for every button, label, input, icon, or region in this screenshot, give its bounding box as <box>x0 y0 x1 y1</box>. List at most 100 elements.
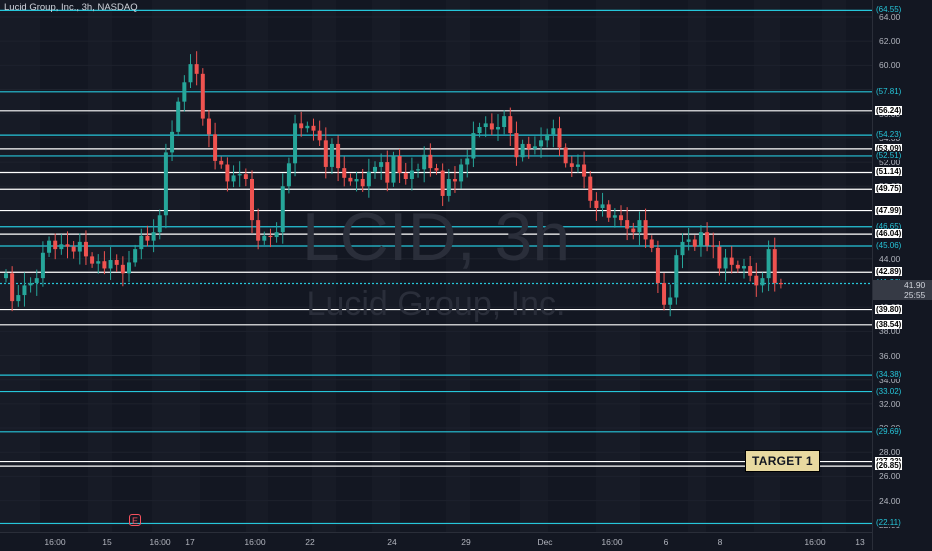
earnings-icon[interactable]: E <box>129 514 141 526</box>
candle-body-64 <box>397 156 402 173</box>
price-tick: 28.00 <box>879 447 901 458</box>
candle-body-8 <box>53 240 58 250</box>
level-label: (64.55) <box>875 5 903 15</box>
candle-body-95 <box>588 176 593 201</box>
target-label[interactable]: TARGET 1 <box>745 450 820 472</box>
candle-body-94 <box>582 164 587 177</box>
candle-body-37 <box>231 175 236 182</box>
time-tick: 15 <box>102 537 112 547</box>
candle-body-122 <box>754 275 759 286</box>
candle-body-121 <box>748 266 753 276</box>
candle-body-86 <box>532 146 537 149</box>
level-label: (56.24) <box>875 105 903 115</box>
candle-body-32 <box>200 73 205 119</box>
candle-body-26 <box>163 152 168 216</box>
candle-body-119 <box>735 264 740 269</box>
level-label: (57.81) <box>875 86 903 96</box>
candle-body-113 <box>698 232 703 247</box>
candle-body-92 <box>569 163 574 167</box>
session-shade-6 <box>446 0 470 532</box>
price-axis[interactable]: 64.0062.0060.0058.0056.0054.0052.0050.00… <box>872 0 932 550</box>
candle-body-58 <box>360 179 365 187</box>
candle-body-109 <box>674 255 679 298</box>
level-label: (26.85) <box>875 461 903 471</box>
candle-body-112 <box>692 239 697 247</box>
price-tick: 60.00 <box>879 60 901 71</box>
candle-body-66 <box>409 170 414 180</box>
time-tick: 13 <box>855 537 865 547</box>
level-label: (27.23) <box>875 456 903 466</box>
candle-body-35 <box>219 160 224 165</box>
candle-body-125 <box>772 249 777 283</box>
candle-body-29 <box>182 82 187 102</box>
candle-body-123 <box>760 278 765 286</box>
candle-body-100 <box>619 215 623 221</box>
candle-body-104 <box>643 220 648 240</box>
candle-body-102 <box>631 228 636 233</box>
time-tick: 16:00 <box>601 537 623 547</box>
candle-body-39 <box>243 174 248 180</box>
candle-body-93 <box>575 164 580 167</box>
session-shade-8 <box>596 0 640 532</box>
candle-body-71 <box>440 170 445 196</box>
candle-body-5 <box>34 278 39 283</box>
candle-body-7 <box>47 240 52 253</box>
candle-body-20 <box>127 262 131 274</box>
candle-body-15 <box>96 261 101 264</box>
time-tick: 6 <box>663 537 669 547</box>
candle-body-24 <box>151 232 156 241</box>
candle-body-73 <box>452 179 457 182</box>
bar-countdown: 25:55 <box>904 290 926 300</box>
candle-body-23 <box>145 235 150 241</box>
candlestick-chart[interactable] <box>0 0 872 532</box>
level-label: (52.51) <box>875 150 903 160</box>
price-tick: 26.00 <box>879 471 901 482</box>
candle-body-81 <box>502 116 507 128</box>
candle-body-116 <box>717 246 722 269</box>
candle-body-47 <box>293 123 298 164</box>
session-shade-4 <box>312 0 336 532</box>
candle-body-3 <box>22 285 27 296</box>
candle-body-10 <box>65 244 70 247</box>
candle-body-89 <box>551 128 556 135</box>
candle-body-43 <box>268 235 273 238</box>
candle-body-28 <box>176 101 181 132</box>
level-label: (46.65) <box>875 221 903 231</box>
price-tick: 34.00 <box>879 374 901 385</box>
level-label: (39.80) <box>875 304 903 314</box>
level-label: (51.14) <box>875 167 903 177</box>
candle-body-59 <box>366 171 371 187</box>
candle-body-117 <box>723 257 728 269</box>
candle-body-51 <box>317 130 322 141</box>
candle-body-2 <box>16 295 21 302</box>
symbol-title[interactable]: Lucid Group, Inc., 3h, NASDAQ <box>4 2 138 13</box>
time-tick: Dec <box>537 537 553 547</box>
time-axis[interactable]: 16:00 15 16:00 17 16:00 22 24 29 Dec 16:00 6 8 16:00… <box>0 532 872 551</box>
level-label: (53.09) <box>875 143 903 153</box>
price-tick: 52.00 <box>879 157 901 168</box>
session-shade-3 <box>246 0 268 532</box>
candle-body-63 <box>391 156 396 183</box>
session-shade-5 <box>372 0 400 532</box>
candle-body-115 <box>711 245 716 247</box>
candle-body-87 <box>539 140 544 147</box>
candle-body-0 <box>4 273 8 279</box>
session-shade-11 <box>822 0 846 532</box>
level-label: (49.75) <box>875 184 903 194</box>
price-tick: 36.00 <box>879 350 901 361</box>
candle-body-38 <box>237 174 242 176</box>
candle-body-14 <box>90 256 95 264</box>
candle-body-60 <box>373 166 377 172</box>
candle-body-31 <box>194 64 199 74</box>
candle-body-4 <box>28 282 33 286</box>
candle-body-21 <box>133 249 138 263</box>
candle-body-49 <box>305 125 310 129</box>
candle-body-90 <box>557 128 562 148</box>
time-tick: 16:00 <box>44 537 66 547</box>
chart-area[interactable]: LCID, 3h Lucid Group, Inc. Lucid Group, … <box>0 0 872 532</box>
candle-body-36 <box>225 164 230 182</box>
candle-body-34 <box>213 134 218 161</box>
candle-body-88 <box>545 134 550 141</box>
candle-body-111 <box>686 239 691 242</box>
candle-body-27 <box>170 131 175 153</box>
